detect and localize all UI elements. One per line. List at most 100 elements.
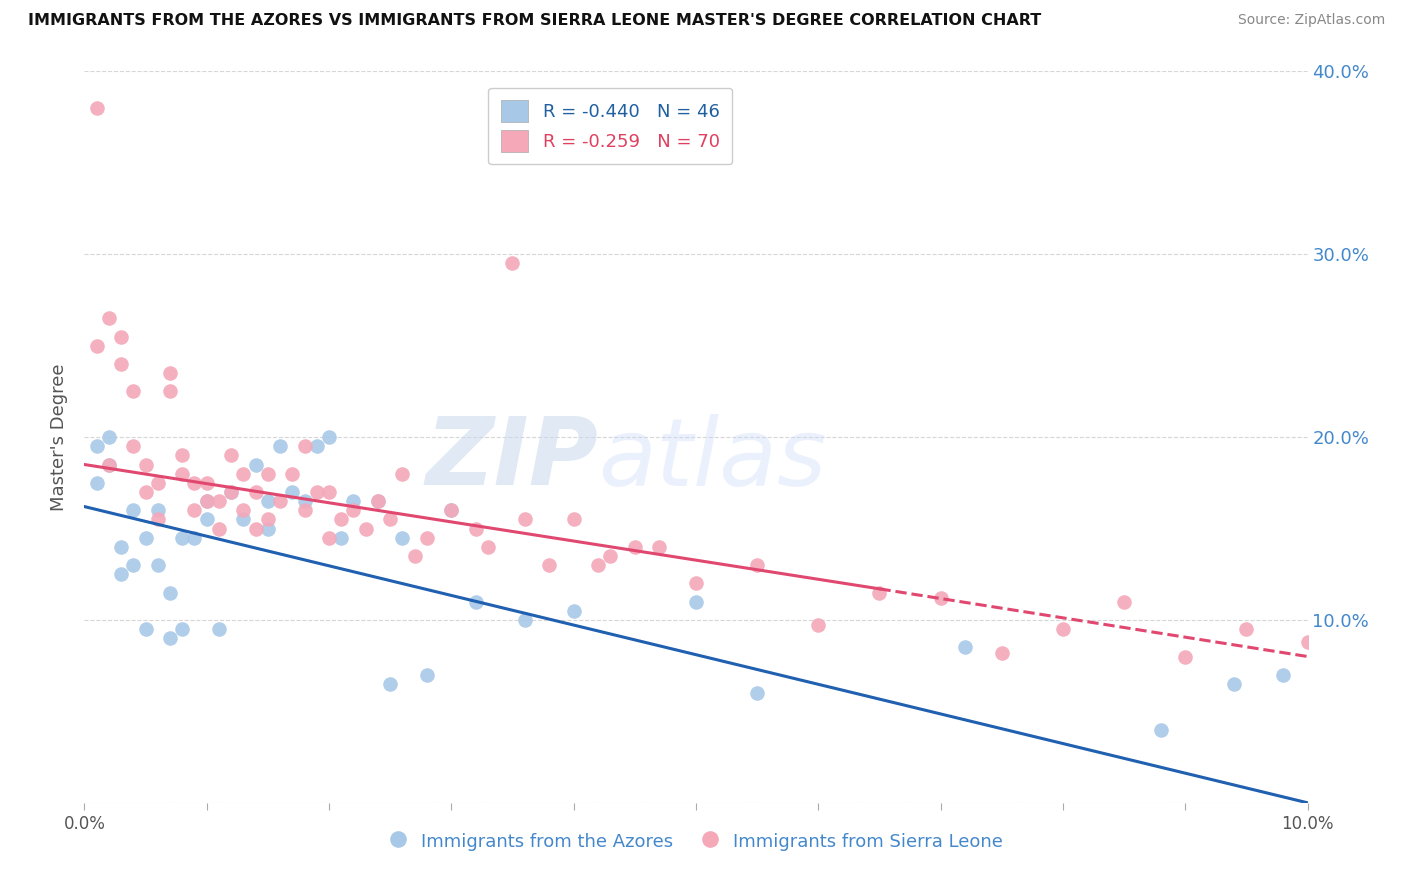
Point [195, 494, 218, 508]
Point [146, 475, 169, 490]
Point [110, 329, 132, 343]
Point [685, 576, 707, 591]
Point [195, 475, 218, 490]
Point [195, 494, 218, 508]
Point [380, 677, 402, 691]
Point [807, 618, 830, 632]
Point [294, 439, 316, 453]
Point [305, 439, 328, 453]
Point [1272, 667, 1295, 681]
Point [245, 521, 267, 535]
Point [648, 540, 671, 554]
Point [416, 667, 439, 681]
Point [380, 512, 402, 526]
Point [183, 503, 205, 517]
Point [172, 467, 194, 481]
Point [86, 338, 108, 352]
Point [269, 439, 291, 453]
Point [318, 430, 340, 444]
Point [110, 540, 132, 554]
Point [245, 458, 267, 472]
Point [97, 311, 120, 326]
Point [219, 448, 242, 462]
Point [122, 439, 145, 453]
Point [502, 256, 524, 270]
Point [159, 384, 181, 399]
Point [513, 512, 536, 526]
Point [440, 503, 463, 517]
Point [1296, 635, 1319, 649]
Point [404, 549, 426, 563]
Point [562, 604, 585, 618]
Point [1052, 622, 1074, 636]
Point [599, 549, 621, 563]
Point [257, 521, 280, 535]
Point [86, 439, 108, 453]
Point [219, 485, 242, 500]
Point [1223, 677, 1246, 691]
Point [97, 458, 120, 472]
Point [330, 512, 353, 526]
Point [1236, 622, 1258, 636]
Point [122, 384, 145, 399]
Point [440, 503, 463, 517]
Point [513, 613, 536, 627]
Point [232, 512, 254, 526]
Point [294, 503, 316, 517]
Point [159, 632, 181, 646]
Point [135, 485, 157, 500]
Point [146, 503, 169, 517]
Point [869, 585, 891, 599]
Point [367, 494, 389, 508]
Point [257, 467, 280, 481]
Point [1174, 649, 1197, 664]
Point [562, 512, 585, 526]
Point [219, 485, 242, 500]
Point [464, 594, 486, 608]
Point [195, 512, 218, 526]
Point [183, 531, 205, 545]
Point [269, 494, 291, 508]
Point [86, 101, 108, 115]
Point [747, 686, 769, 700]
Point [330, 531, 353, 545]
Point [294, 494, 316, 508]
Point [135, 622, 157, 636]
Point [110, 357, 132, 371]
Point [685, 594, 707, 608]
Point [183, 475, 205, 490]
Text: Source: ZipAtlas.com: Source: ZipAtlas.com [1237, 13, 1385, 28]
Point [354, 521, 377, 535]
Point [1150, 723, 1173, 737]
Point [135, 458, 157, 472]
Point [342, 494, 364, 508]
Point [318, 531, 340, 545]
Point [991, 646, 1014, 660]
Point [122, 558, 145, 573]
Point [232, 467, 254, 481]
Point [391, 531, 413, 545]
Point [245, 485, 267, 500]
Point [208, 494, 231, 508]
Point [159, 366, 181, 380]
Text: ZIP: ZIP [425, 413, 598, 505]
Point [159, 585, 181, 599]
Point [135, 531, 157, 545]
Point [208, 622, 231, 636]
Point [305, 485, 328, 500]
Point [257, 494, 280, 508]
Point [281, 467, 304, 481]
Point [624, 540, 647, 554]
Point [747, 558, 769, 573]
Point [929, 591, 952, 605]
Point [1114, 594, 1136, 608]
Point [318, 485, 340, 500]
Point [172, 448, 194, 462]
Point [342, 503, 364, 517]
Point [86, 475, 108, 490]
Y-axis label: Master's Degree: Master's Degree [51, 363, 69, 511]
Point [122, 503, 145, 517]
Point [97, 458, 120, 472]
Legend: Immigrants from the Azores, Immigrants from Sierra Leone: Immigrants from the Azores, Immigrants f… [381, 823, 1011, 860]
Point [281, 485, 304, 500]
